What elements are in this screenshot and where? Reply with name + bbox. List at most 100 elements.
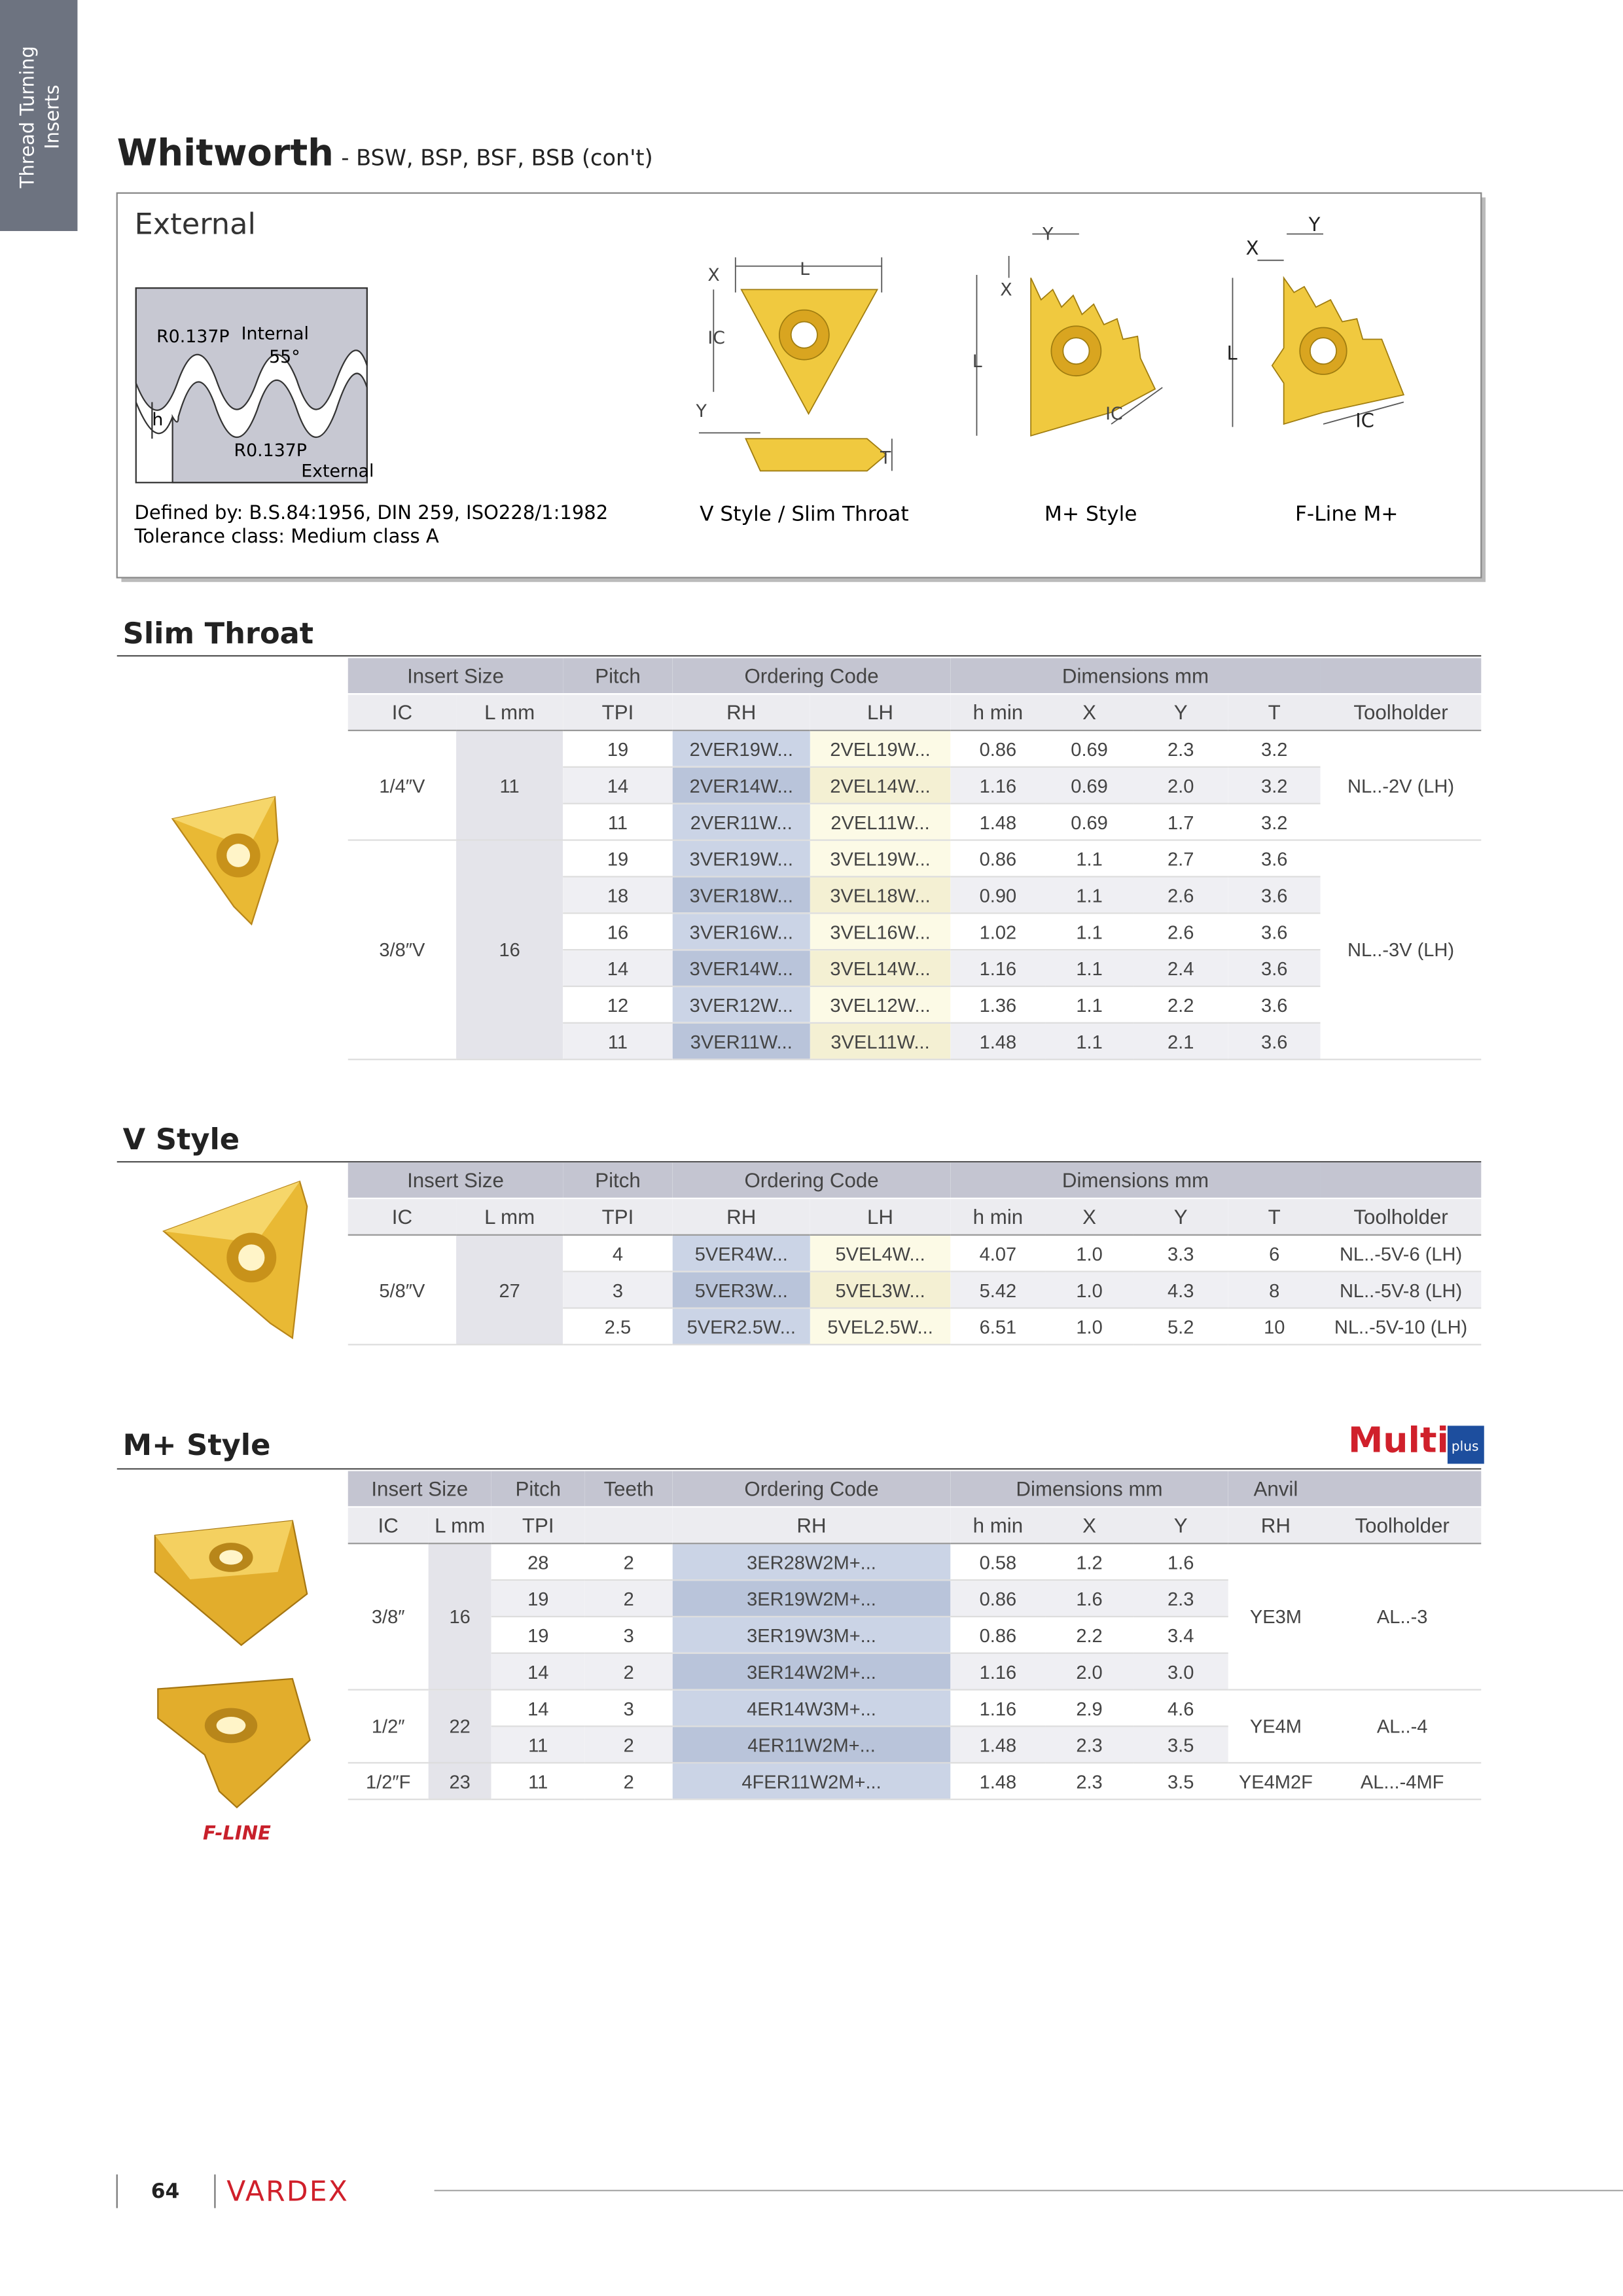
data-cell: 4ER14W3M+... [672,1689,951,1727]
profile-label: Internal [241,323,309,344]
group-cell: 3/8″V [348,839,457,1060]
group-cell: AL...-4MF [1323,1762,1482,1801]
diagram-caption: F-Line M+ [1295,502,1399,526]
data-cell: 5VER2.5W... [672,1308,810,1346]
dimension-label: T [880,448,891,468]
data-cell: 3VEL18W... [810,876,951,914]
data-cell: 2VEL14W... [810,766,951,804]
spec-table: Insert Size Pitch Teeth Ordering Code Dimens… [348,1471,1482,1801]
dimension-label: X [1000,279,1012,300]
group-header: Insert Size [348,1471,491,1508]
column-header: LH [810,1198,951,1236]
column-header: Y [1133,1198,1228,1236]
column-header-row: IC L mm TPI RH LH h min X Y T Toolholder [348,1198,1482,1236]
data-row: 12 3VER12W... 3VEL12W... 1.36 1.1 2.2 3.6 [348,986,1482,1024]
data-cell: 18 [563,876,673,914]
data-row: 11 2VER11W... 2VEL11W... 1.48 0.69 1.7 3.2 [348,803,1482,841]
column-header: X [1045,1507,1133,1545]
page-title: Whitworth [116,132,334,174]
data-cell: 2.9 [1045,1689,1133,1727]
data-cell: 2VER19W... [672,730,810,768]
data-cell: 2VEL19W... [810,730,951,768]
data-cell: 5.2 [1133,1308,1228,1346]
data-cell: 19 [491,1616,585,1654]
profile-label: 55° [269,347,300,367]
group-header: Pitch [563,1162,673,1200]
spec-table: Insert Size Pitch Ordering Code Dimensions … [348,658,1482,1060]
f-line-diagram [1232,233,1405,427]
dimension-label: L [800,259,810,279]
data-row: 2.5 5VER2.5W... 5VEL2.5W... 6.51 1.0 5.2 10 NL.… [348,1308,1482,1346]
dimension-label: Y [1308,213,1321,236]
m-plus-diagram [976,233,1163,437]
data-cell: 0.58 [950,1543,1046,1581]
m-plus-insert-image [154,1520,308,1646]
data-cell: 3.6 [1228,913,1321,951]
data-cell: 3.6 [1228,986,1321,1024]
group-cell: AL..-4 [1323,1689,1482,1764]
dimension-label: IC [1355,409,1374,431]
group-header: Insert Size [348,658,563,695]
data-cell: NL..-5V-8 (LH) [1320,1271,1482,1309]
dimension-label: Y [695,401,707,422]
data-cell: 11 [563,1022,673,1060]
data-cell: 1.36 [950,986,1046,1024]
group-header: Pitch [563,658,673,695]
data-cell: 3ER19W3M+... [672,1616,951,1654]
column-header: X [1045,694,1133,732]
dimension-label: X [707,265,719,285]
data-cell: 3.4 [1133,1616,1228,1654]
slim-throat-insert-image [171,796,279,926]
data-cell: 3ER28W2M+... [672,1543,951,1581]
data-cell: 2.7 [1133,839,1228,878]
column-header: TPI [563,1198,673,1236]
column-header: Toolholder [1320,1198,1482,1236]
data-cell: 5.42 [950,1271,1046,1309]
column-header: h min [950,694,1046,732]
data-cell: 3VER19W... [672,839,810,878]
data-cell: 0.86 [950,1580,1046,1618]
data-cell: 0.86 [950,1616,1046,1654]
data-row: 14 2 3ER14W2M+... 1.16 2.0 3.0 [348,1653,1482,1691]
data-cell: 14 [491,1689,585,1727]
data-cell: 2.3 [1133,1580,1228,1618]
data-row: 1/4″V 11 19 2VER19W... 2VEL19W... 0.86 0.69 2.3… [348,730,1482,841]
data-cell: 3 [584,1689,673,1727]
v-style-insert-image [162,1180,308,1340]
group-cell: 22 [428,1689,491,1764]
data-cell: 19 [563,730,673,768]
data-cell: 4 [563,1234,673,1272]
thread-profile: R0.137P Internal 55° h R0.137P External [135,287,374,484]
data-cell: 2 [584,1726,673,1764]
data-row: 14 2VER14W... 2VEL14W... 1.16 0.69 2.0 3.2 [348,766,1482,804]
data-cell: 2.2 [1133,986,1228,1024]
data-cell: 2.4 [1133,950,1228,988]
data-cell: 3VER12W... [672,986,810,1024]
group-cell: 1/2″F [348,1762,429,1801]
data-cell: 2.3 [1045,1762,1133,1801]
data-cell: 3ER14W2M+... [672,1653,951,1691]
group-header: Ordering Code [672,658,951,695]
data-cell: 1.1 [1045,839,1133,878]
data-cell: 16 [563,913,673,951]
group-header: Dimensions mm [950,658,1321,695]
column-header [584,1507,673,1545]
data-cell: 19 [563,839,673,878]
data-row: 19 2 3ER19W2M+... 0.86 1.6 2.3 [348,1580,1482,1618]
data-cell: 5VEL3W... [810,1271,951,1309]
data-cell: 1.16 [950,766,1046,804]
data-cell: 2.2 [1045,1616,1133,1654]
data-cell: 2.0 [1133,766,1228,804]
data-cell: 11 [491,1726,585,1764]
group-cell: NL..-3V (LH) [1320,839,1482,1060]
data-cell: 3VEL16W... [810,913,951,951]
group-cell: 11 [456,730,563,841]
profile-label: h [152,410,163,430]
data-cell: 2.6 [1133,913,1228,951]
data-cell: 3VER18W... [672,876,810,914]
diagram-caption: V Style / Slim Throat [700,502,909,526]
column-header: RH [672,1507,951,1545]
group-header: Pitch [491,1471,585,1508]
data-cell: 28 [491,1543,585,1581]
data-cell: 3.6 [1228,839,1321,878]
